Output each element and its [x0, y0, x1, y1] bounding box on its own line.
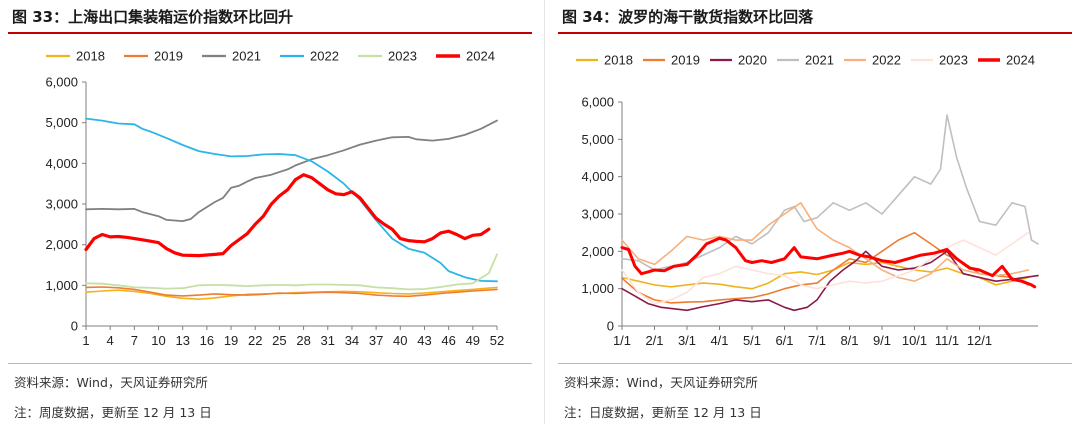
series-line-2023 — [621, 231, 1030, 305]
x-tick-label: 7 — [131, 333, 138, 348]
y-tick-label: 2,000 — [45, 237, 78, 252]
legend-item-2023: 2023 — [911, 53, 968, 68]
x-tick-label: 16 — [200, 333, 214, 348]
legend-item-2019: 2019 — [124, 49, 183, 64]
x-tick-label: 28 — [296, 333, 310, 348]
y-tick-label: 2,000 — [581, 244, 614, 259]
series-line-2021 — [621, 114, 1039, 271]
x-tick-label: 31 — [321, 333, 335, 348]
legend-item-2021: 2021 — [202, 49, 261, 64]
series-line-2018 — [621, 261, 1030, 290]
series-line-2019 — [85, 286, 498, 298]
legend-label: 2018 — [76, 49, 105, 64]
x-tick-label: 4 — [107, 333, 114, 348]
x-tick-label: 11/1 — [935, 333, 959, 348]
x-tick-label: 49 — [466, 333, 480, 348]
legend-item-2018: 2018 — [576, 53, 633, 68]
y-tick-label: 5,000 — [45, 115, 78, 130]
scfi-line-chart: 2018 2019 2021 2022 2023 2024 0 1,000 2,000 3,000… — [45, 49, 504, 349]
y-tick-label: 6,000 — [581, 95, 614, 110]
figure-33-note: 注：周度数据，更新至 12 月 13 日 — [14, 405, 212, 420]
title-rule — [8, 32, 532, 34]
bdi-line-chart: 2018 2019 2020 2021 2022 2023 2024 0 1,000 2,000 3… — [576, 53, 1039, 348]
x-tick-label: 7/1 — [808, 333, 826, 348]
legend-label: 2020 — [738, 53, 767, 68]
y-tick-label: 3,000 — [45, 197, 78, 212]
series-line-2021 — [85, 119, 498, 222]
x-tick-label: 8/1 — [840, 333, 858, 348]
x-tick-label: 43 — [417, 333, 431, 348]
y-tick-label: 6,000 — [45, 75, 78, 90]
x-tick-label: 46 — [441, 333, 455, 348]
legend: 2018 2019 2021 2022 2023 2024 — [46, 49, 495, 64]
bottom-rule — [8, 363, 532, 364]
x-tick-label: 4/1 — [710, 333, 728, 348]
x-tick-label: 10 — [151, 333, 165, 348]
x-tick-label: 1 — [82, 333, 89, 348]
x-tick-label: 2/1 — [645, 333, 663, 348]
y-tick-label: 3,000 — [581, 207, 614, 222]
bottom-rule — [558, 363, 1072, 364]
panel-divider — [544, 0, 545, 424]
y-tick-label: 1,000 — [581, 281, 614, 296]
series-line-2020 — [621, 250, 1039, 312]
legend-label: 2019 — [671, 53, 700, 68]
x-tick-label: 13 — [175, 333, 189, 348]
figure-34-source: 资料来源：Wind，天风证券研究所 — [564, 375, 758, 390]
series-line-2023 — [85, 253, 498, 291]
legend-label: 2018 — [604, 53, 633, 68]
legend-item-2022: 2022 — [280, 49, 339, 64]
legend-label: 2019 — [154, 49, 183, 64]
legend-label: 2021 — [232, 49, 261, 64]
x-tick-label: 1/1 — [613, 333, 631, 348]
legend-item-2024: 2024 — [436, 49, 495, 64]
legend: 2018 2019 2020 2021 2022 2023 2024 — [576, 53, 1035, 68]
legend-label: 2021 — [805, 53, 834, 68]
figure-34-title: 图 34：波罗的海干散货指数环比回落 — [562, 8, 814, 26]
x-tick-label: 5/1 — [743, 333, 761, 348]
x-tick-label: 52 — [490, 333, 504, 348]
x-tick-label: 34 — [345, 333, 359, 348]
series-line-2024 — [620, 236, 1037, 289]
y-tick-label: 4,000 — [581, 169, 614, 184]
x-tick-label: 9/1 — [873, 333, 891, 348]
x-tick-label: 25 — [272, 333, 286, 348]
x-tick-label: 6/1 — [775, 333, 793, 348]
figure-33-title: 图 33：上海出口集装箱运价指数环比回升 — [12, 8, 294, 26]
x-tick-label: 3/1 — [678, 333, 696, 348]
legend-item-2019: 2019 — [643, 53, 700, 68]
y-tick-label: 4,000 — [45, 156, 78, 171]
legend-label: 2024 — [466, 49, 495, 64]
x-tick-label: 37 — [369, 333, 383, 348]
figure-33-panel: 图 33：上海出口集装箱运价指数环比回升 2018 2019 2021 2022 202… — [8, 8, 532, 420]
series-line-2022 — [621, 202, 1030, 282]
legend-item-2023: 2023 — [358, 49, 417, 64]
y-tick-label: 0 — [607, 319, 614, 334]
figure-34-panel: 图 34：波罗的海干散货指数环比回落 2018 2019 2020 2021 2022 2… — [550, 0, 1080, 424]
legend-label: 2023 — [939, 53, 968, 68]
legend-item-2018: 2018 — [46, 49, 105, 64]
series-line-2024 — [84, 173, 491, 258]
legend-label: 2022 — [310, 49, 339, 64]
figure-34-note: 注：日度数据，更新至 12 月 13 日 — [564, 405, 762, 420]
legend-item-2021: 2021 — [777, 53, 834, 68]
title-rule — [558, 32, 1072, 34]
legend-item-2020: 2020 — [710, 53, 767, 68]
legend-label: 2024 — [1006, 53, 1035, 68]
x-tick-label: 22 — [248, 333, 262, 348]
figure-33-source: 资料来源：Wind，天风证券研究所 — [14, 375, 208, 390]
legend-item-2022: 2022 — [844, 53, 901, 68]
y-tick-label: 5,000 — [581, 132, 614, 147]
x-tick-label: 19 — [224, 333, 238, 348]
legend-label: 2022 — [872, 53, 901, 68]
legend-item-2024: 2024 — [978, 53, 1035, 68]
y-tick-label: 0 — [71, 319, 78, 334]
x-tick-label: 12/1 — [967, 333, 992, 348]
y-tick-label: 1,000 — [45, 278, 78, 293]
x-tick-label: 10/1 — [902, 333, 927, 348]
legend-label: 2023 — [388, 49, 417, 64]
series-line-2022 — [85, 117, 498, 283]
x-tick-label: 40 — [393, 333, 407, 348]
